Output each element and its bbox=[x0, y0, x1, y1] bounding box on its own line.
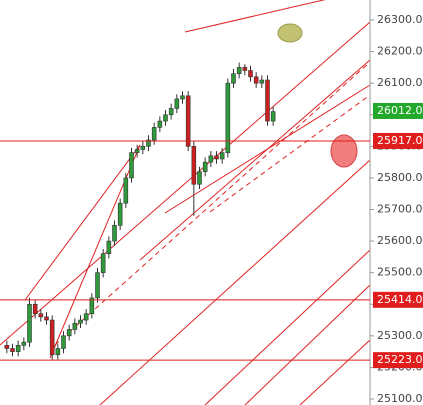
marker-ellipse bbox=[277, 23, 303, 43]
candle-body bbox=[185, 95, 191, 147]
price-tag bbox=[373, 102, 423, 119]
candle-body bbox=[66, 329, 72, 337]
candle-body bbox=[180, 95, 185, 100]
candle-body bbox=[27, 303, 32, 343]
candle-body bbox=[4, 345, 10, 349]
y-tick-label: 26300.0 bbox=[377, 13, 423, 26]
trend-line bbox=[299, 339, 371, 405]
price-tag bbox=[373, 352, 423, 369]
candle-body bbox=[225, 82, 231, 153]
y-tick-label: 26200.0 bbox=[377, 45, 423, 58]
candle-body bbox=[270, 111, 276, 122]
candle-body bbox=[44, 316, 49, 321]
y-tick-label: 26100.0 bbox=[377, 76, 423, 89]
candle-body bbox=[38, 313, 44, 318]
candle-body bbox=[219, 152, 225, 160]
candle-body bbox=[236, 67, 242, 74]
candle-body bbox=[168, 108, 174, 116]
candle-body bbox=[248, 70, 253, 78]
trend-line bbox=[139, 59, 371, 261]
trend-line bbox=[209, 94, 371, 213]
candle-body bbox=[140, 146, 146, 150]
candle-body bbox=[49, 319, 55, 356]
y-tick-label: 25600.0 bbox=[377, 234, 423, 247]
candle-body bbox=[197, 171, 202, 185]
candle-body bbox=[231, 73, 236, 84]
candle-body bbox=[32, 303, 38, 315]
price-tag-label: 26012.0 bbox=[377, 104, 423, 117]
y-tick-label: 25100.0 bbox=[377, 392, 423, 405]
candle-body bbox=[202, 161, 208, 172]
candle-body bbox=[72, 322, 78, 330]
drawings bbox=[0, 0, 371, 405]
y-tick-label: 25500.0 bbox=[377, 266, 423, 279]
trend-line bbox=[54, 61, 371, 346]
candle-body bbox=[174, 98, 180, 109]
candle-body bbox=[191, 146, 197, 185]
candle-body bbox=[95, 272, 100, 299]
candle-body bbox=[134, 149, 140, 153]
candle-body bbox=[123, 177, 129, 204]
candle-body bbox=[106, 240, 112, 255]
trend-line bbox=[244, 284, 371, 405]
marker-circle bbox=[330, 134, 358, 168]
candle-body bbox=[129, 152, 134, 179]
price-tag bbox=[373, 132, 423, 149]
price-tag-label: 25223.0 bbox=[377, 353, 423, 366]
candle-body bbox=[253, 76, 259, 84]
trend-line bbox=[0, 21, 371, 346]
candle-body bbox=[83, 313, 89, 321]
candle-body bbox=[265, 79, 270, 122]
candle-body bbox=[151, 127, 157, 141]
candle-body bbox=[117, 202, 123, 226]
trend-line bbox=[99, 159, 371, 405]
y-tick-label: 25700.0 bbox=[377, 203, 423, 216]
y-tick-label: 25300.0 bbox=[377, 329, 423, 342]
price-tag-label: 25917.0 bbox=[377, 134, 423, 147]
candle-body bbox=[55, 348, 61, 356]
candle-body bbox=[78, 319, 83, 324]
trend-line bbox=[204, 249, 371, 405]
candle-body bbox=[61, 335, 66, 349]
trend-line bbox=[184, 0, 326, 33]
price-tag bbox=[373, 291, 423, 308]
candle-body bbox=[21, 341, 27, 346]
candle-body bbox=[89, 297, 95, 315]
candle-body bbox=[146, 139, 151, 147]
candle-body bbox=[163, 114, 168, 122]
candle-body bbox=[242, 67, 248, 71]
price-tag-label: 25414.0 bbox=[377, 293, 423, 306]
candle-body bbox=[214, 155, 219, 160]
candle-body bbox=[112, 224, 117, 242]
candle-body bbox=[100, 253, 106, 273]
trend-line bbox=[24, 144, 141, 301]
y-tick-label: 25800.0 bbox=[377, 171, 423, 184]
candle-body bbox=[15, 345, 21, 352]
candle-body bbox=[157, 120, 163, 128]
candle-body bbox=[208, 155, 214, 163]
candle-body bbox=[259, 79, 265, 84]
candle-body bbox=[10, 348, 15, 352]
